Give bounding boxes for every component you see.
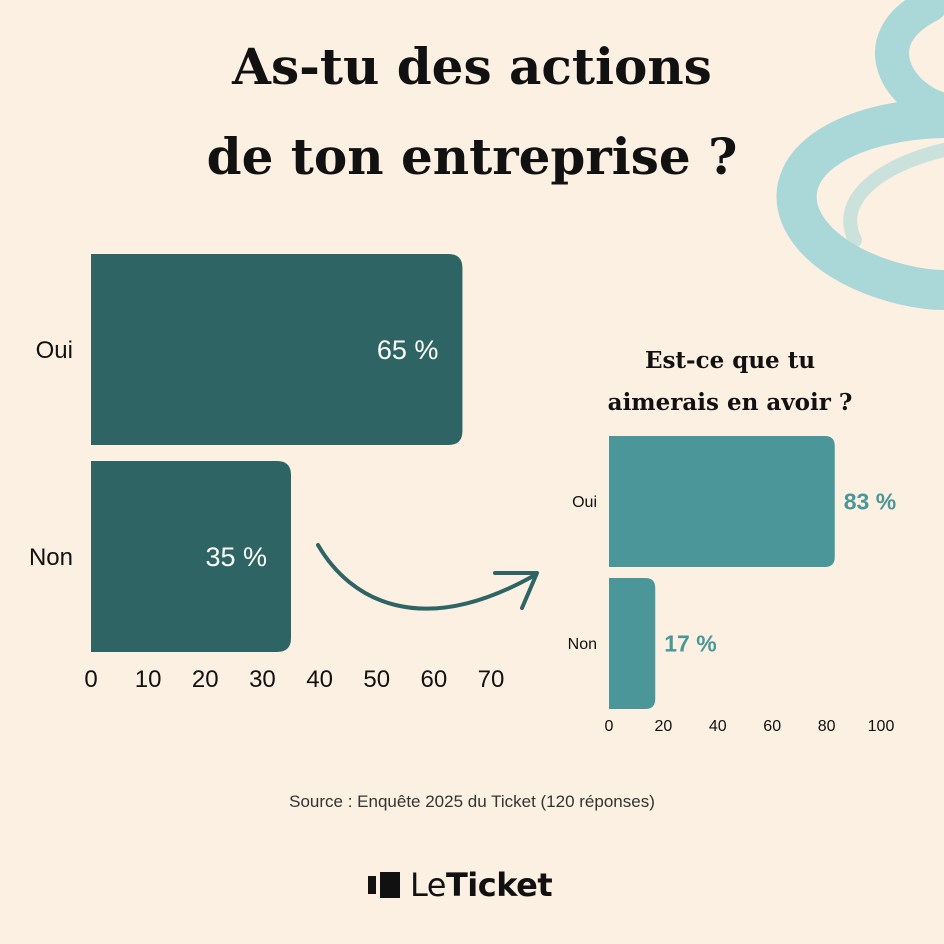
secondary-title-line-2: aimerais en avoir ?	[607, 389, 853, 416]
title-line-2: de ton entreprise ?	[206, 127, 738, 186]
x-tick-1-0: 0	[84, 666, 97, 693]
x-tick-1-70: 70	[478, 666, 505, 693]
data-label-2-non: 17 %	[664, 631, 716, 657]
x-tick-1-50: 50	[363, 666, 390, 693]
logo-text-ticket: Ticket	[445, 866, 553, 904]
bar-2-non	[609, 578, 656, 709]
page-title: As-tu des actions de ton entreprise ?	[0, 22, 944, 202]
x-tick-2-80: 80	[818, 718, 836, 735]
x-tick-1-10: 10	[135, 666, 162, 693]
data-label-1-non: 35 %	[205, 542, 267, 572]
category-label-1-oui: Oui	[36, 337, 73, 364]
category-label-2-oui: Oui	[572, 494, 597, 511]
x-tick-1-20: 20	[192, 666, 219, 693]
x-tick-1-60: 60	[421, 666, 448, 693]
x-tick-2-20: 20	[655, 718, 673, 735]
secondary-chart-title: Est-ce que tu aimerais en avoir ?	[560, 340, 900, 424]
x-tick-2-40: 40	[709, 718, 727, 735]
bar-1-non	[91, 461, 291, 652]
leticket-logo-icon	[368, 870, 402, 900]
category-label-1-non: Non	[29, 544, 73, 571]
bar-1-oui	[91, 254, 463, 445]
leticket-logo: LeTicket	[368, 866, 553, 904]
x-tick-2-100: 100	[868, 718, 895, 735]
x-tick-1-40: 40	[306, 666, 333, 693]
category-label-2-non: Non	[568, 636, 597, 653]
secondary-title-line-1: Est-ce que tu	[644, 347, 816, 374]
x-tick-1-30: 30	[249, 666, 276, 693]
title-line-1: As-tu des actions	[232, 37, 712, 96]
logo-text: LeTicket	[410, 866, 553, 904]
x-tick-2-0: 0	[605, 718, 614, 735]
source-note: Source : Enquête 2025 du Ticket (120 rép…	[289, 792, 655, 811]
logo-text-le: Le	[410, 866, 446, 904]
data-label-1-oui: 65 %	[377, 335, 439, 365]
bar-2-oui	[609, 436, 835, 567]
data-label-2-oui: 83 %	[844, 489, 896, 515]
x-tick-2-60: 60	[763, 718, 781, 735]
